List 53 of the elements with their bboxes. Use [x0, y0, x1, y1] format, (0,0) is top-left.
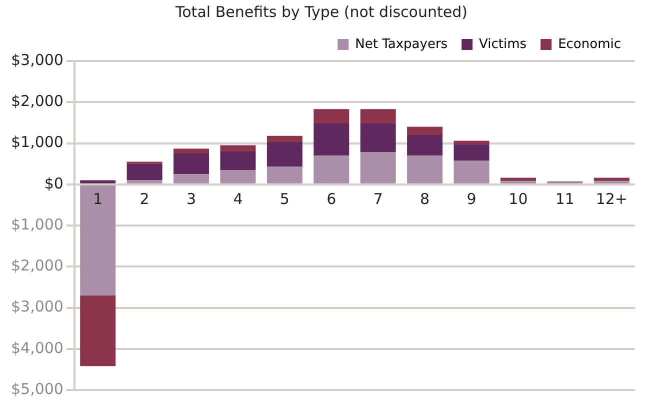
bar — [407, 135, 443, 156]
bar — [80, 295, 116, 366]
y-tick-label: $3,000 — [10, 50, 64, 69]
bar — [454, 140, 490, 144]
x-tick-label: 6 — [326, 190, 336, 208]
x-tick-label: 12+ — [596, 190, 628, 208]
bar — [314, 156, 350, 184]
bar — [220, 145, 256, 152]
bar — [80, 180, 116, 184]
bar — [360, 124, 396, 152]
x-tick-label: 5 — [280, 190, 290, 208]
y-tick-label: $1,000 — [10, 215, 64, 234]
bar — [266, 136, 302, 142]
x-tick-label: 4 — [233, 190, 243, 208]
y-tick-label: $3,000 — [10, 298, 64, 316]
bar — [220, 151, 256, 170]
bar — [500, 178, 536, 180]
x-tick-label: 7 — [373, 190, 383, 208]
bar — [174, 174, 210, 184]
bar — [407, 126, 443, 136]
legend-label: Net Taxpayers — [355, 36, 448, 52]
y-tick-label: $2,000 — [10, 92, 64, 110]
bar — [80, 185, 116, 296]
y-tick-label: $1,000 — [10, 133, 64, 152]
bar — [174, 154, 210, 174]
x-tick-label: 9 — [466, 190, 476, 208]
bar — [314, 109, 350, 124]
bar — [220, 170, 256, 184]
chart-title: Total Benefits by Type (not discounted) — [174, 2, 468, 21]
y-tick-label: $2,000 — [10, 256, 64, 275]
bar — [454, 160, 490, 184]
bar — [126, 180, 162, 184]
x-tick-label: 3 — [186, 190, 196, 208]
bar — [266, 166, 302, 184]
x-tick-label: 11 — [555, 190, 574, 208]
bar — [454, 144, 490, 161]
y-tick-label: $0 — [44, 174, 64, 192]
bar — [126, 164, 162, 180]
x-tick-label: 1 — [93, 190, 103, 208]
y-tick-label: $4,000 — [10, 338, 64, 357]
legend-label: Victims — [479, 36, 527, 52]
x-tick-label: 10 — [508, 190, 528, 208]
bar — [360, 152, 396, 184]
bar — [360, 109, 396, 124]
y-tick-label: $5,000 — [10, 380, 64, 398]
bar — [174, 148, 210, 154]
bar — [407, 156, 443, 184]
bar — [594, 178, 630, 180]
bar — [266, 142, 302, 167]
legend-label: Economic — [558, 36, 622, 52]
x-tick-label: 8 — [420, 190, 430, 208]
x-tick-label: 2 — [140, 190, 150, 208]
bar — [314, 124, 350, 156]
